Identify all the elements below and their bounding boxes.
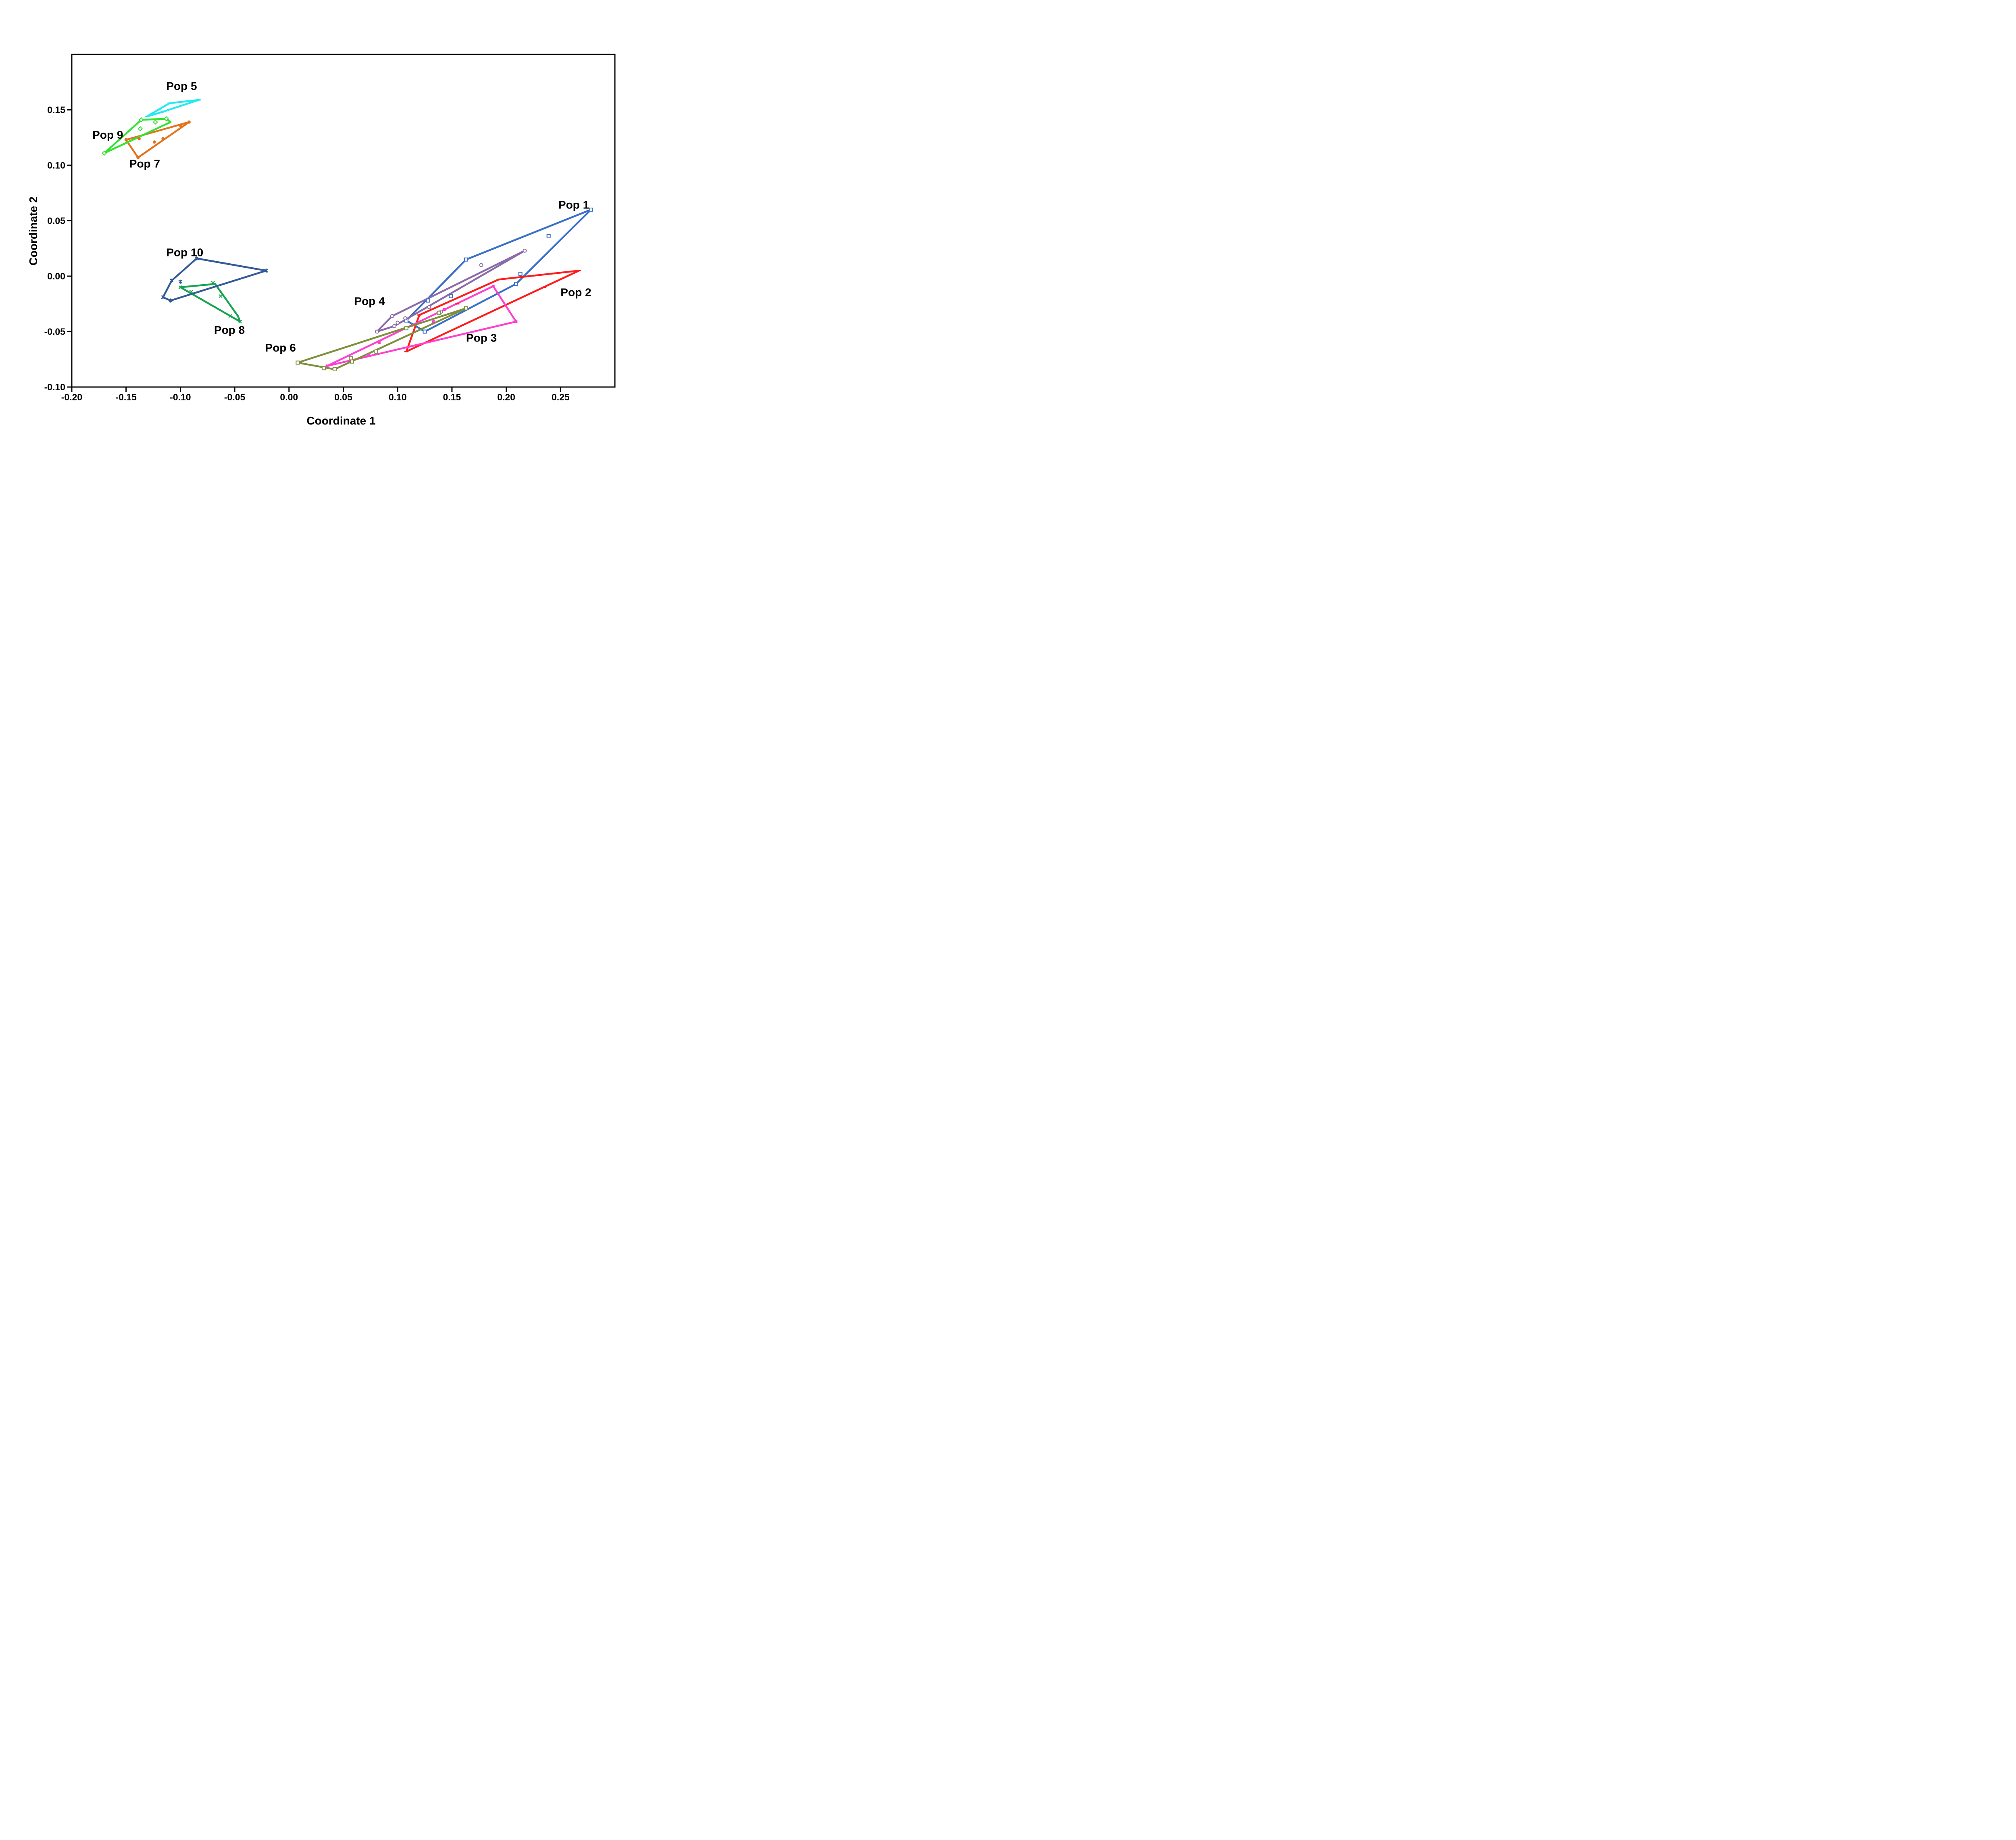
pop-3-point [377,341,381,344]
pop-4-point [427,305,431,309]
y-tick-label: 0.00 [47,271,65,281]
pop-7-point [187,120,191,124]
pop-3-point [514,320,518,323]
pop-8-label: Pop 8 [214,324,245,336]
pop-6-point [296,360,300,365]
pop-6-point [349,356,353,360]
pop-10-point [264,269,269,273]
x-tick-label: 0.10 [389,392,407,402]
pop-4-point [390,314,394,318]
pop-7-label: Pop 7 [129,158,160,170]
pop-4-point [396,321,400,325]
pop-3-point [492,285,495,288]
y-axis: -0.10 -0.05 0.00 0.05 0.10 0.15 [44,105,72,392]
pop-4-point [479,263,483,267]
pop-3-point [432,320,435,323]
pop-1-point [518,272,523,276]
pop-6-point [437,310,441,315]
x-tick-label: -0.05 [224,392,246,402]
pop-7-point [161,137,165,140]
x-tick-label: -0.15 [115,392,137,402]
pop-7-point [124,138,128,142]
y-tick-label: 0.05 [47,216,65,226]
pop-8-point [189,289,194,294]
pop-6-point [322,366,326,370]
x-tick-label: -0.10 [170,392,191,402]
mds-scatter-chart: -0.20 -0.15 -0.10 -0.05 0.00 0.05 0.10 0.15 0.20… [27,54,616,427]
pop-7-point [152,140,156,144]
pop-9-label: Pop 9 [92,129,123,141]
pop-7-point [136,156,140,159]
pop-10-point [170,279,174,283]
population-labels: Pop 1 Pop 2 Pop 3 Pop 4 Pop 5 Pop 6 Pop 7 Pop 8… [92,80,591,354]
pop-9-point [139,117,144,123]
y-axis-label: Coordinate 2 [27,196,40,265]
pop-8-hull [179,283,241,323]
pop-6-point [350,359,354,364]
pop-1-point [546,234,551,238]
y-tick-label: -0.05 [44,327,66,337]
x-tick-label: 0.20 [497,392,515,402]
pop-7-point [137,137,141,140]
pop-8-point [178,285,183,289]
pop-8-point [228,314,233,318]
y-tick-label: 0.15 [47,105,65,115]
pop-4-point [392,324,397,328]
pop-6-hull [297,307,467,370]
pop-4-point [375,329,379,334]
pop-6-point [404,326,408,331]
pop-4-label: Pop 4 [354,295,385,308]
pop-8-point [219,294,223,298]
pop-1-point [464,257,468,262]
pop-1-point [514,282,518,286]
pop-5-label: Pop 5 [166,80,197,92]
pop-7-point [179,124,182,127]
x-tick-label: 0.25 [552,392,570,402]
pop-4-point [523,248,527,253]
pop-10-label: Pop 10 [166,246,203,259]
x-axis-label: Coordinate 1 [306,414,375,427]
pop-4-point [403,316,408,321]
pop-3-point [325,364,329,368]
pop-2-label: Pop 2 [560,286,591,299]
pop-3-label: Pop 3 [466,331,497,344]
pop-1-point [426,298,430,303]
plot-area [71,54,616,388]
pop-9-point [153,119,158,125]
pop-10-hull [162,257,267,302]
x-tick-label: -0.20 [61,392,82,402]
pop-9-point [102,150,107,156]
pop-1-point [589,208,593,212]
y-tick-label: -0.10 [44,382,65,392]
pop-6-point [374,350,378,354]
pop-6-label: Pop 6 [265,341,296,354]
x-tick-label: 0.15 [443,392,461,402]
point-layer [102,99,593,371]
pop-10-point [178,279,183,284]
pop-1-point [449,294,453,298]
pop-9-point [137,126,143,131]
pop-10-point [169,298,173,303]
pop-10-point [195,256,199,260]
pop-8-point [238,320,242,324]
pop-6-point [332,367,337,371]
x-tick-label: 0.00 [280,392,298,402]
y-tick-label: 0.10 [47,160,65,171]
pop-1-label: Pop 1 [558,198,589,211]
pop-3-point [367,353,370,356]
x-tick-label: 0.05 [334,392,352,402]
pop-1-point [423,329,427,334]
pop-10-point [161,295,165,300]
x-axis: -0.20 -0.15 -0.10 -0.05 0.00 0.05 0.10 0.15 0.20… [61,387,570,402]
pop-3-point [443,308,446,311]
pop-9-point [163,116,169,121]
pop-8-point [211,281,215,285]
pop-6-point [464,306,468,310]
